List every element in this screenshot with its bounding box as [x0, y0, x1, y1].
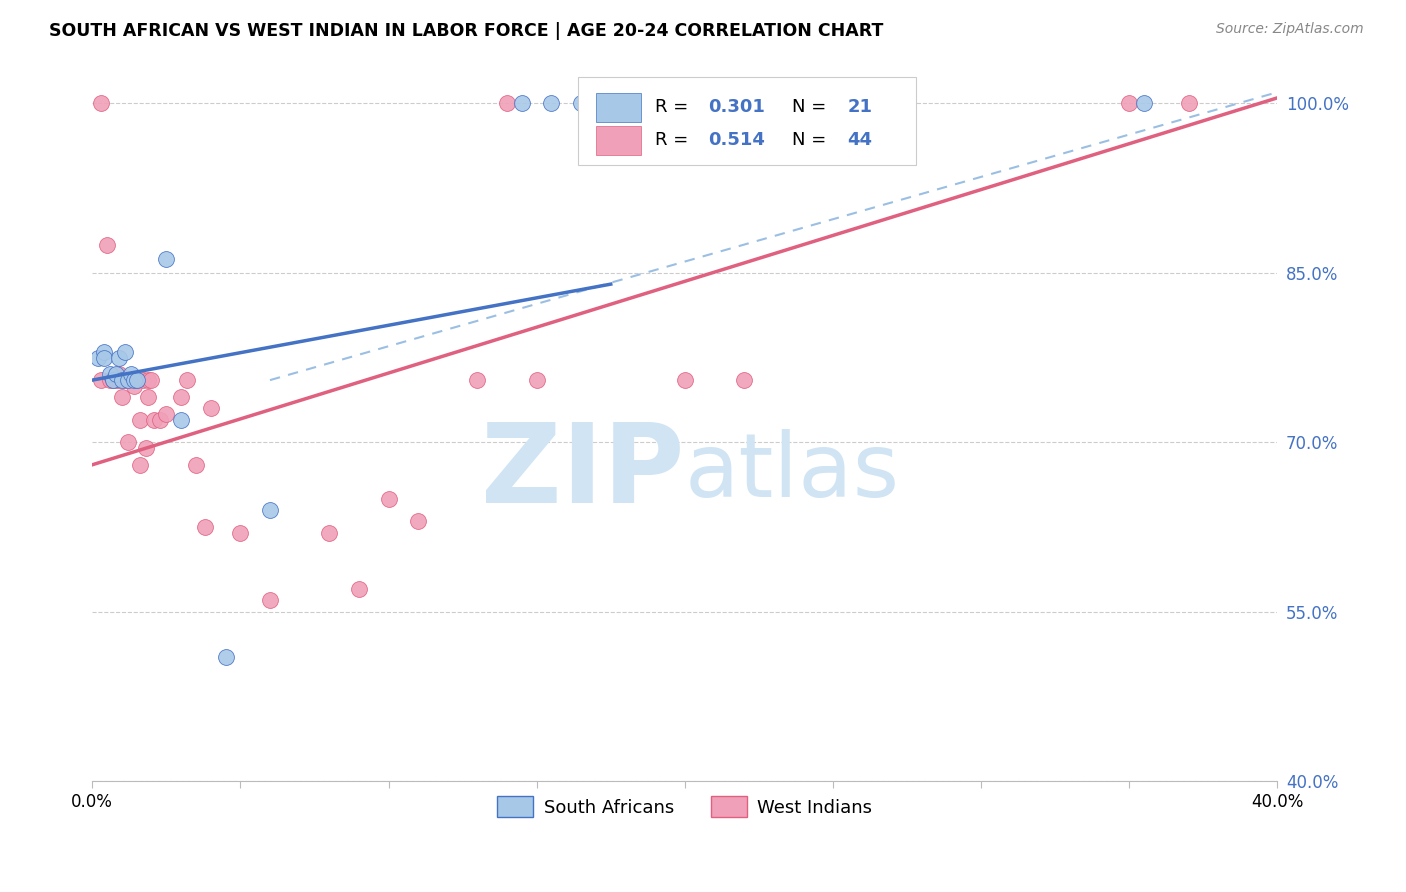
Point [128, 458, 150, 472]
Text: SOUTH AFRICAN VS WEST INDIAN IN LABOR FORCE | AGE 20-24 CORRELATION CHART: SOUTH AFRICAN VS WEST INDIAN IN LABOR FO… [49, 22, 883, 40]
Point [93, 344, 115, 359]
Point [138, 373, 160, 387]
FancyBboxPatch shape [596, 93, 641, 122]
FancyBboxPatch shape [578, 78, 915, 165]
Point [111, 373, 134, 387]
Point [141, 373, 163, 387]
Point [134, 441, 156, 455]
Point [155, 407, 177, 421]
Point [170, 412, 193, 426]
Point [1133, 96, 1156, 111]
Point [733, 373, 755, 387]
Point [467, 373, 489, 387]
Legend: South Africans, West Indians: South Africans, West Indians [489, 789, 880, 824]
Point [108, 373, 131, 387]
Point [120, 373, 142, 387]
FancyBboxPatch shape [596, 126, 641, 155]
Point [117, 373, 139, 387]
Point [98, 373, 121, 387]
Text: 0.514: 0.514 [709, 131, 765, 149]
Point [90, 96, 112, 111]
Point [87, 351, 110, 365]
Point [108, 351, 131, 365]
Point [101, 373, 124, 387]
Point [125, 373, 148, 387]
Point [259, 503, 281, 517]
Text: N =: N = [792, 98, 831, 117]
Point [1118, 96, 1140, 111]
Point [347, 582, 370, 596]
Point [131, 373, 153, 387]
Point [194, 520, 217, 534]
Text: 44: 44 [848, 131, 872, 149]
Point [101, 373, 124, 387]
Point [114, 344, 136, 359]
Point [377, 491, 399, 506]
Point [122, 378, 145, 392]
Text: Source: ZipAtlas.com: Source: ZipAtlas.com [1216, 22, 1364, 37]
Point [510, 96, 533, 111]
Point [229, 525, 252, 540]
Point [108, 368, 131, 382]
Point [117, 373, 139, 387]
Text: R =: R = [655, 98, 695, 117]
Point [170, 390, 193, 404]
Text: 0.301: 0.301 [709, 98, 765, 117]
Point [98, 368, 121, 382]
Point [104, 373, 127, 387]
Point [111, 390, 134, 404]
Point [155, 252, 177, 267]
Point [104, 368, 127, 382]
Point [90, 373, 112, 387]
Point [200, 401, 222, 416]
Point [673, 373, 696, 387]
Point [93, 351, 115, 365]
Point [117, 435, 139, 450]
Point [526, 373, 548, 387]
Point [176, 373, 198, 387]
Point [114, 373, 136, 387]
Point [149, 412, 172, 426]
Point [120, 373, 142, 387]
Text: R =: R = [655, 131, 695, 149]
Point [496, 96, 519, 111]
Point [318, 525, 340, 540]
Point [143, 412, 166, 426]
Point [125, 373, 148, 387]
Text: ZIP: ZIP [481, 419, 685, 526]
Text: atlas: atlas [685, 429, 900, 516]
Point [128, 412, 150, 426]
Point [120, 368, 142, 382]
Point [569, 96, 592, 111]
Point [214, 649, 236, 664]
Point [96, 237, 118, 252]
Point [138, 390, 160, 404]
Text: N =: N = [792, 131, 831, 149]
Point [540, 96, 562, 111]
Point [122, 373, 145, 387]
Point [259, 593, 281, 607]
Point [184, 458, 207, 472]
Point [1177, 96, 1199, 111]
Point [406, 514, 429, 528]
Text: 21: 21 [848, 98, 872, 117]
